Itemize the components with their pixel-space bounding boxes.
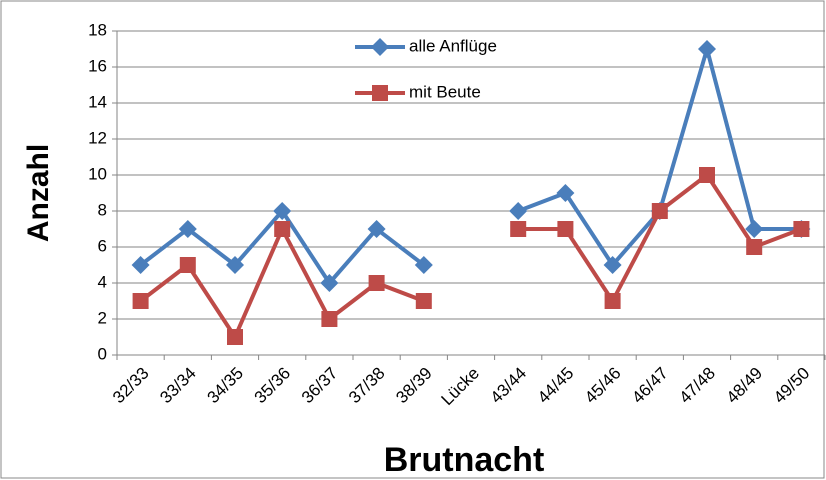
data-point <box>320 274 339 292</box>
data-point <box>793 221 810 237</box>
data-point <box>510 221 527 237</box>
data-point <box>321 311 338 327</box>
data-point <box>651 203 668 219</box>
y-tick-label: 2 <box>98 308 107 327</box>
data-point <box>556 184 575 202</box>
y-tick-label: 6 <box>98 236 107 255</box>
data-point <box>699 167 715 183</box>
data-point <box>509 202 528 220</box>
data-point <box>178 220 197 238</box>
data-point <box>745 220 764 238</box>
data-point <box>367 220 386 238</box>
data-point <box>273 202 292 220</box>
data-point <box>226 256 244 274</box>
legend-marker <box>371 38 389 56</box>
x-axis-title: Brutnacht <box>384 441 545 479</box>
data-point <box>603 256 622 274</box>
data-point <box>368 275 385 291</box>
legend-label: mit Beute <box>409 82 481 101</box>
y-tick-label: 0 <box>98 344 107 363</box>
y-tick-label: 12 <box>88 128 107 147</box>
y-tick-label: 8 <box>98 200 107 219</box>
data-point <box>132 293 149 309</box>
data-point <box>227 329 243 345</box>
y-tick-label: 10 <box>88 164 107 183</box>
legend-marker <box>372 85 388 101</box>
data-point <box>131 256 150 274</box>
y-tick-label: 16 <box>88 56 107 75</box>
data-point <box>746 239 763 255</box>
y-axis-title: Anzahl <box>22 144 55 242</box>
data-point <box>179 257 196 273</box>
data-point <box>415 293 432 309</box>
data-point <box>698 40 716 58</box>
y-tick-label: 4 <box>98 272 107 291</box>
y-tick-label: 14 <box>88 92 107 111</box>
data-point <box>274 221 291 237</box>
y-tick-label: 18 <box>88 20 107 39</box>
legend-label: alle Anflüge <box>409 36 497 55</box>
data-point <box>604 293 621 309</box>
data-point <box>414 256 433 274</box>
data-point <box>557 221 574 237</box>
